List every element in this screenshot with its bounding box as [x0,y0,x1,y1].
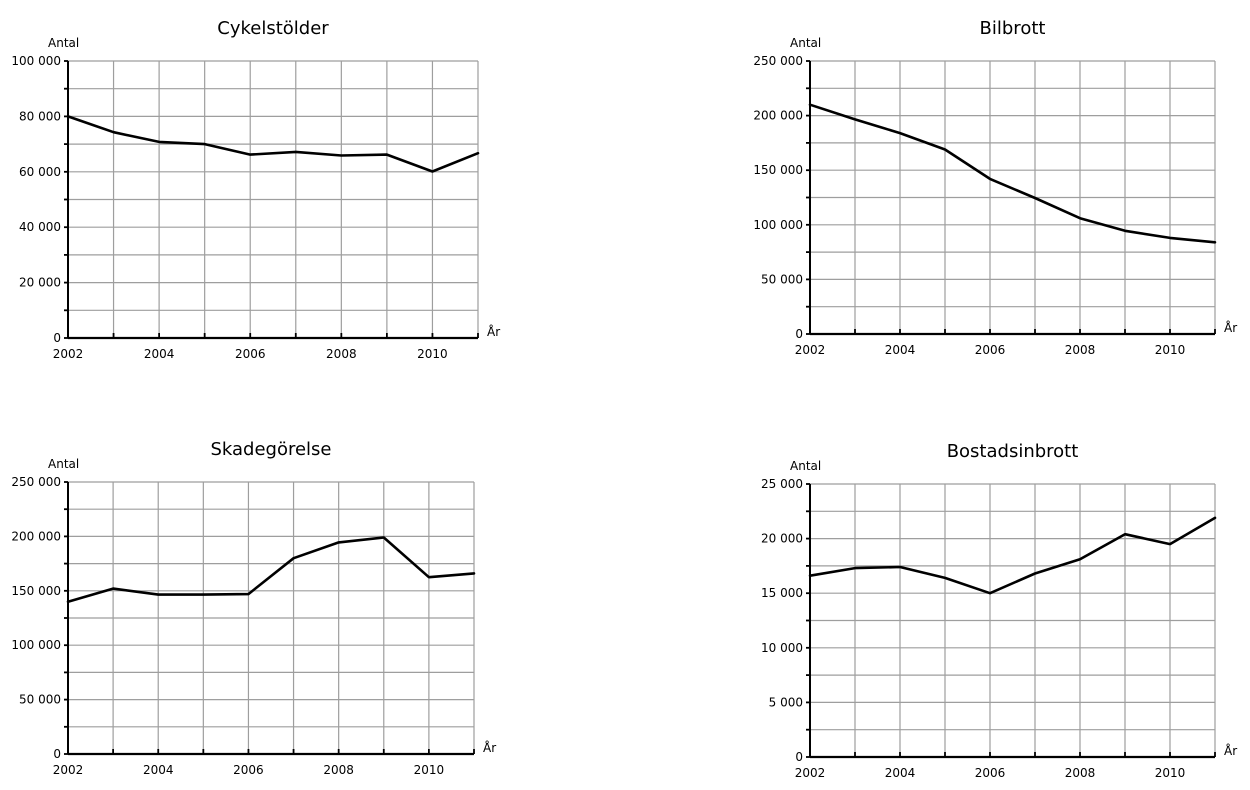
series-line [808,516,1217,595]
y-tick-label: 0 [795,327,803,341]
y-tick-label: 50 000 [761,272,803,286]
x-tick-label: 2008 [1065,766,1096,780]
y-axis-label: Antal [48,36,79,50]
y-tick-label: 100 000 [753,218,803,232]
chart-1: 2002 2004 2006 2008 2010 0 50 000 100 000 150 00… [753,18,1237,357]
x-tick-label: 2004 [885,343,916,357]
chart-title: Bostadsinbrott [947,441,1079,462]
x-axis-label: År [1224,320,1237,335]
y-tick-label: 40 000 [19,220,61,234]
y-tick-label: 250 000 [11,475,61,489]
x-tick-label: 2008 [326,347,357,361]
x-axis-label: År [487,324,500,339]
y-tick-label: 0 [795,750,803,764]
x-tick-label: 2004 [885,766,916,780]
y-tick-label: 100 000 [11,638,61,652]
x-tick-label: 2010 [417,347,448,361]
y-tick-label: 20 000 [761,532,803,546]
x-tick-label: 2004 [144,347,175,361]
x-tick-label: 2004 [143,763,174,777]
chart-0: 2002 2004 2006 2008 2010 0 20 000 40 000 60 000 8… [11,18,500,361]
y-axis-label: Antal [48,457,79,471]
chart-3: 2002 2004 2006 2008 2010 0 5 000 10 000 15 000 20… [761,441,1237,780]
y-tick-label: 150 000 [11,584,61,598]
y-tick-label: 200 000 [11,529,61,543]
y-tick-label: 250 000 [753,54,803,68]
x-axis-label: År [1224,743,1237,758]
y-tick-label: 50 000 [19,693,61,707]
y-tick-label: 25 000 [761,477,803,491]
x-tick-label: 2010 [414,763,445,777]
x-tick-label: 2006 [975,766,1006,780]
x-tick-label: 2010 [1155,343,1186,357]
y-tick-label: 15 000 [761,586,803,600]
series-line [66,536,476,604]
x-tick-label: 2006 [975,343,1006,357]
chart-2: 2002 2004 2006 2008 2010 0 50 000 100 000 150 00… [11,439,496,777]
y-tick-label: 20 000 [19,276,61,290]
x-tick-label: 2006 [233,763,264,777]
chart-title: Bilbrott [980,18,1046,39]
y-axis-label: Antal [790,36,821,50]
y-tick-label: 0 [53,747,61,761]
y-tick-label: 10 000 [761,641,803,655]
x-tick-label: 2002 [795,343,826,357]
y-tick-label: 100 000 [11,54,61,68]
chart-title: Cykelstölder [217,18,329,39]
series-line [66,115,480,173]
y-tick-label: 150 000 [753,163,803,177]
chart-title: Skadegörelse [210,439,331,460]
x-tick-label: 2008 [1065,343,1096,357]
y-tick-label: 200 000 [753,109,803,123]
series-line [808,103,1217,244]
y-tick-label: 0 [53,331,61,345]
x-axis-label: År [483,740,496,755]
x-tick-label: 2002 [53,347,84,361]
x-tick-label: 2002 [795,766,826,780]
x-tick-label: 2008 [323,763,354,777]
y-axis-label: Antal [790,459,821,473]
y-tick-label: 5 000 [769,695,803,709]
x-tick-label: 2002 [53,763,84,777]
x-tick-label: 2010 [1155,766,1186,780]
y-tick-label: 80 000 [19,109,61,123]
y-tick-label: 60 000 [19,165,61,179]
x-tick-label: 2006 [235,347,266,361]
